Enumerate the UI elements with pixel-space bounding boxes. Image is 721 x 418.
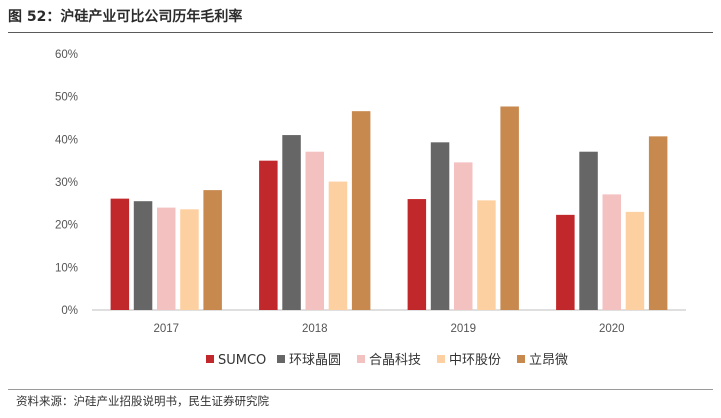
source-note: 资料来源：沪硅产业招股说明书，民生证券研究院 [16, 394, 269, 408]
bar [282, 135, 301, 310]
x-tick-label: 2020 [599, 323, 625, 335]
legend-label: 中环股份 [449, 353, 501, 368]
legend-swatch [517, 355, 525, 363]
bar [477, 200, 496, 310]
bar [259, 160, 278, 310]
legend-swatch [277, 355, 285, 363]
figure-title: 图 52：沪硅产业可比公司历年毛利率 [8, 9, 243, 25]
x-tick-label: 2019 [450, 323, 476, 335]
bar [157, 207, 176, 310]
legend-swatch [357, 355, 365, 363]
bar [625, 211, 645, 310]
bar [407, 199, 427, 310]
bar [430, 142, 450, 310]
y-axis-ticks: 0% 10% 20% 30% 40% 50% 60% [55, 49, 78, 317]
x-tick-label: 2018 [302, 323, 328, 335]
y-tick-label: 20% [55, 220, 78, 232]
bar [180, 209, 199, 310]
bar [556, 214, 575, 310]
x-axis-ticks: 2017 2018 2019 2020 [153, 323, 624, 335]
bar [305, 151, 324, 310]
bar [203, 190, 222, 310]
x-tick-label: 2017 [153, 323, 179, 335]
bar [579, 151, 598, 310]
bar [133, 201, 153, 310]
legend-label: 合晶科技 [369, 353, 421, 368]
bar [328, 181, 348, 310]
bar [110, 198, 130, 310]
y-tick-label: 10% [55, 262, 78, 274]
bar [602, 194, 621, 310]
legend: SUMCO 环球晶圆 合晶科技 中环股份 立昂微 [206, 353, 568, 368]
y-tick-label: 40% [55, 134, 78, 146]
y-tick-label: 50% [55, 92, 78, 104]
source-divider [8, 389, 713, 390]
bar [351, 111, 371, 310]
legend-label: 立昂微 [529, 353, 568, 368]
bar [454, 162, 473, 310]
y-tick-label: 60% [55, 49, 78, 61]
legend-swatch [206, 355, 214, 363]
bar [500, 106, 519, 310]
y-tick-label: 0% [61, 305, 78, 317]
legend-label: 环球晶圆 [289, 353, 341, 368]
legend-label: SUMCO [218, 353, 266, 368]
bars-group [110, 106, 668, 310]
bar [648, 136, 668, 310]
y-tick-label: 30% [55, 177, 78, 189]
title-divider [8, 32, 713, 33]
legend-swatch [437, 355, 445, 363]
